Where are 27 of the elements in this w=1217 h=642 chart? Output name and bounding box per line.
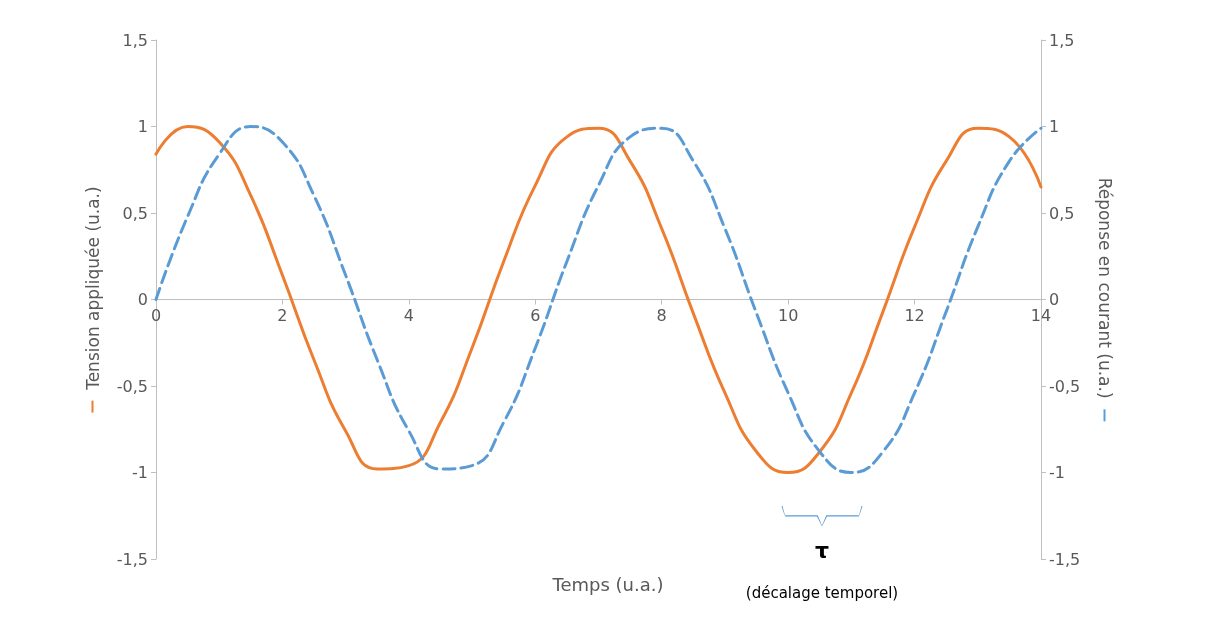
text: (décalage temporel) [745,584,899,602]
y2-tick-label: 0,5 [1049,203,1075,223]
y2-tick-label: 1 [1049,117,1060,136]
y-tick-label: -1 [132,463,148,482]
y-tick-label: -1,5 [116,549,148,569]
x-tick-label: 12 [904,306,925,325]
x-tick-label: 4 [403,306,414,325]
y-tick-label: -0,5 [116,376,148,396]
y-axis-title: Tension appliquée (u.a.) [82,186,103,401]
y2-axis-title: Réponse en courant (u.a.) [1094,177,1115,410]
annotation: τ [814,537,830,563]
y2-tick-label: -1 [1049,463,1065,482]
x-tick-label: 0 [150,306,162,325]
y2-tick-label: 1,5 [1049,30,1075,50]
y-tick-label: 0,5 [122,203,148,223]
x-tick-label: 2 [277,306,288,325]
x-tick-label: 10 [777,306,799,325]
y2-tick-label: -1,5 [1049,549,1081,569]
y-tick-label: 1 [137,117,148,136]
y-tick-label: 1,5 [122,30,148,50]
y2-tick-label: 0 [1049,290,1060,309]
x-axis-title: Temps (u.a.) [551,573,664,595]
y2-tick-label: -0,5 [1049,376,1081,396]
x-tick-label: 14 [1030,306,1052,325]
x-tick-label: 6 [530,306,541,325]
y-tick-label: 0 [137,290,148,309]
x-tick-label: 8 [656,306,667,325]
